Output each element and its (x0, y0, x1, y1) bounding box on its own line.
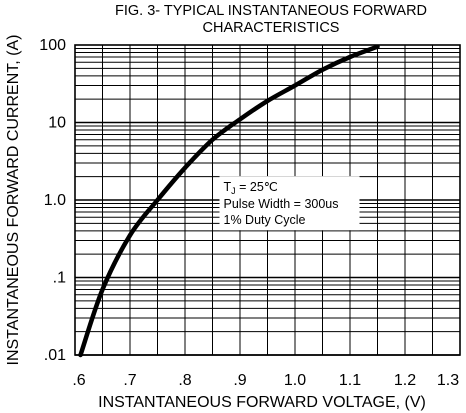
y-tick-labels: 100 10 1.0 .1 .01 (39, 37, 66, 364)
x-tick-label: .8 (178, 372, 191, 389)
plot-grid (74, 44, 461, 356)
forward-current-curve (78, 44, 380, 358)
y-tick-label: .1 (53, 270, 66, 287)
annotation-duty-cycle: 1% Duty Cycle (224, 213, 306, 227)
plot-frame (74, 44, 461, 356)
annotation-junction-temp: TJ = 25℃ (224, 180, 278, 196)
y-axis-label: INSTANTANEOUS FORWARD CURRENT, (A) (5, 35, 22, 366)
annotation-t: T (224, 180, 232, 194)
y-tick-label: 10 (48, 115, 66, 132)
y-tick-label: 100 (39, 37, 66, 54)
test-conditions-annotation: TJ = 25℃ Pulse Width = 300us 1% Duty Cyc… (219, 176, 360, 231)
x-tick-labels: .6 .7 .8 .9 1.0 1.1 1.2 1.3 (72, 372, 459, 389)
x-tick-label: 1.3 (437, 372, 459, 389)
annotation-pulse-width: Pulse Width = 300us (224, 197, 339, 211)
chart-subtitle: CHARACTERISTICS (203, 20, 340, 36)
x-tick-label: .7 (123, 372, 136, 389)
x-tick-label: .9 (233, 372, 246, 389)
annotation-background (219, 176, 360, 231)
annotation-temp-value: = 25℃ (236, 180, 278, 194)
y-tick-label: .01 (44, 347, 66, 364)
x-tick-label: .6 (72, 372, 85, 389)
x-tick-label: 1.0 (284, 372, 306, 389)
y-tick-label: 1.0 (44, 192, 66, 209)
chart-title: FIG. 3- TYPICAL INSTANTANEOUS FORWARD (115, 3, 427, 19)
x-tick-label: 1.1 (339, 372, 361, 389)
x-axis-label: INSTANTANEOUS FORWARD VOLTAGE, (V) (98, 394, 426, 411)
x-tick-label: 1.2 (394, 372, 416, 389)
annotation-j-subscript: J (231, 186, 236, 196)
